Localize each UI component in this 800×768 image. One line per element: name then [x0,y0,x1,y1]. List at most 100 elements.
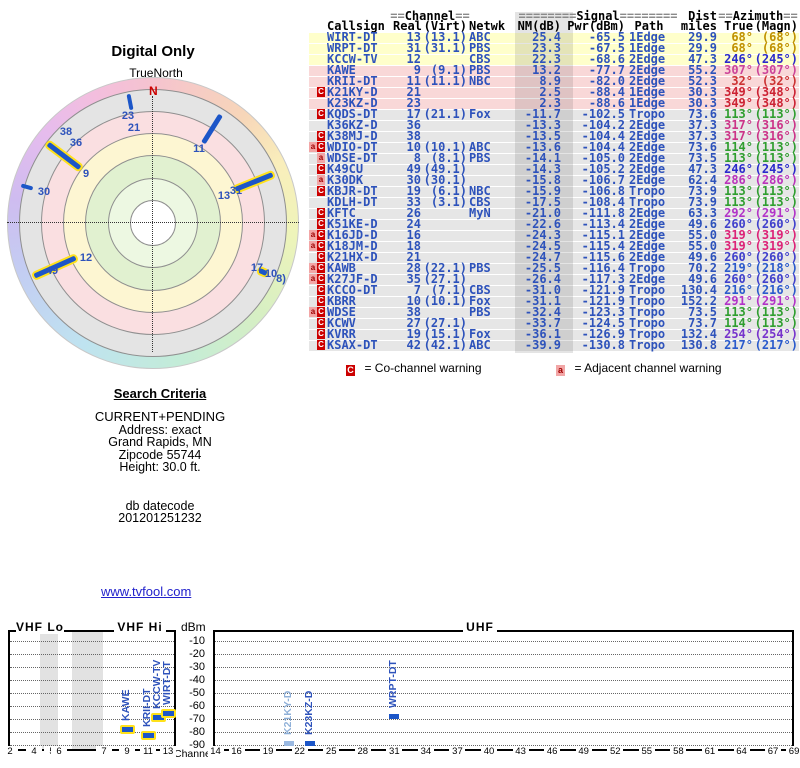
search-zipcode: Zipcode 55744 [118,447,202,462]
cell-magn: (Magn) [754,19,798,33]
cell-real: 33 [406,195,421,209]
radar-channel-label: 9 [82,168,90,180]
signal-bar-label: K23KZ-D [303,690,316,736]
co-channel-marker-icon: C [346,365,355,376]
cell-real: 26 [406,206,421,220]
cell-real: 21 [406,250,421,264]
cell-real: 19 [406,327,421,341]
cell-real: 17 [406,107,421,121]
cell-path: 2Edge [629,162,666,176]
radar-channel-label: 11 [193,143,205,155]
y-tick-label: -10 [189,635,205,647]
cell-tru: 317° [724,118,753,132]
table-row: C KBRR 10 (10.1) Fox -31.1 -121.9 Tropo 152.2 291… [309,294,799,308]
tvfool-link[interactable]: www.tvfool.com [101,584,192,599]
cell-pwr: -88.6 [588,96,625,110]
cell-virt: (11.1) [423,74,467,88]
cell-nm: 2.5 [539,85,561,99]
cell-tru: 113° [724,151,753,165]
search-city: Grand Rapids, MN [108,435,212,449]
x-tick-label: 40 [481,746,498,757]
x-tick-label: 58 [670,746,687,757]
x-tick-label: 19 [260,746,277,757]
co-channel-marker-icon: C [317,329,325,339]
search-address: Address: exact [118,422,202,437]
cell-path: Tropo [629,305,666,319]
x-tick-label: 34 [417,746,434,757]
unused-spectrum-band [72,632,103,749]
cell-call: WIRT-DT [327,30,378,44]
cell-pwr: -105.2 [581,162,625,176]
cell-magn: (319°) [754,239,798,253]
cell-real: 36 [406,118,421,132]
x-tick-label: 64 [733,746,750,757]
adjacent-channel-legend-label: = Adjacent channel warning [574,361,722,375]
cell-real: 38 [406,129,421,143]
cell-nm: -11.7 [524,107,561,121]
x-tick-label: 37 [449,746,466,757]
cell-real: 38 [406,305,421,319]
cell-virt: (22.1) [423,261,467,275]
signal-bar [305,741,316,747]
cell-magn: (216°) [754,283,798,297]
cell-magn: (32°) [761,74,798,88]
table-row: a C WDSE 38 PBS -32.4 -123.3 Tropo 73.5 113° (113°… [309,305,799,319]
cell-miles: 49.6 [688,250,717,264]
cell-net: Fox [469,327,491,341]
cell-real: 21 [406,85,421,99]
cell-miles: 73.9 [688,184,717,198]
cell-nm: -15.8 [524,173,561,187]
table-row: a C WDIO-DT 10 (10.1) ABC -13.6 -104.4 2Edge 73.6… [309,140,799,154]
co-channel-marker-icon: C [317,285,325,295]
search-height: Height: 30.0 ft. [119,460,201,474]
cell-miles: 62.4 [688,173,717,187]
cell-nm: -15.9 [524,184,561,198]
cell-path: Tropo [629,327,666,341]
cell-nm: -14.3 [524,162,561,176]
cell-virt: (21.1) [423,107,467,121]
table-row: C K49CU 49 (49.1) -14.3 -105.2 2Edge 47.3 246° (2… [309,162,799,176]
x-tick-label: 31 [386,746,403,757]
cell-pwr: -102.5 [581,107,625,121]
cell-real: 12 [406,52,421,66]
gridline [215,680,792,681]
cell-path: 2Edge [629,129,666,143]
cell-path: 1Edge [629,85,666,99]
search-criteria-block: Search Criteria CURRENT+PENDING Address:… [40,386,280,525]
cell-path: 2Edge [629,118,666,132]
cell-virt: (15.1) [423,327,467,341]
gridline [215,641,792,642]
cell-miles: 37.3 [688,129,717,143]
radar-channel-label: 23 [121,110,135,122]
cell-miles: 49.6 [688,272,717,286]
cell-nm: 13.2 [532,63,561,77]
co-channel-marker-icon: C [317,131,325,141]
channel-axis-label: Channel [174,748,214,760]
cell-magn: (245°) [754,52,798,66]
x-tick-label: 25 [323,746,340,757]
cell-path: Tropo [629,107,666,121]
radar-title: Digital Only [111,43,195,60]
cell-net: Netwk [469,19,506,33]
cell-tru: 114° [724,140,753,154]
radar-channel-label: 36 [69,137,83,149]
search-criteria-title: Search Criteria [113,386,207,401]
cell-pwr: -123.3 [581,305,625,319]
cell-call: K16JD-D [327,228,378,242]
x-tick-label: 7 [96,746,112,757]
cell-real: 49 [406,162,421,176]
table-row: K36KZ-D 36 -13.3 -104.2 2Edge 37.3 317° (316°) [309,118,799,132]
co-channel-marker-icon: C [317,241,325,251]
radar-channel-label: 12 [79,252,93,264]
cell-tru: 113° [724,184,753,198]
table-row: WRPT-DT 31 (31.1) PBS 23.3 -67.5 1Edge 29.9 68° (… [309,41,799,55]
table-row: C KVRR 19 (15.1) Fox -36.1 -126.9 Tropo 132.4 254… [309,327,799,341]
cell-real: 8 [413,151,421,165]
cell-net: Fox [469,294,491,308]
cell-nm: -13.3 [524,118,561,132]
group-header: ==Azimuth== [718,9,798,23]
cell-magn: (113°) [754,140,798,154]
cell-call: WRPT-DT [327,41,378,55]
y-tick-label: -30 [189,661,205,673]
cell-pwr: -82.0 [588,74,625,88]
